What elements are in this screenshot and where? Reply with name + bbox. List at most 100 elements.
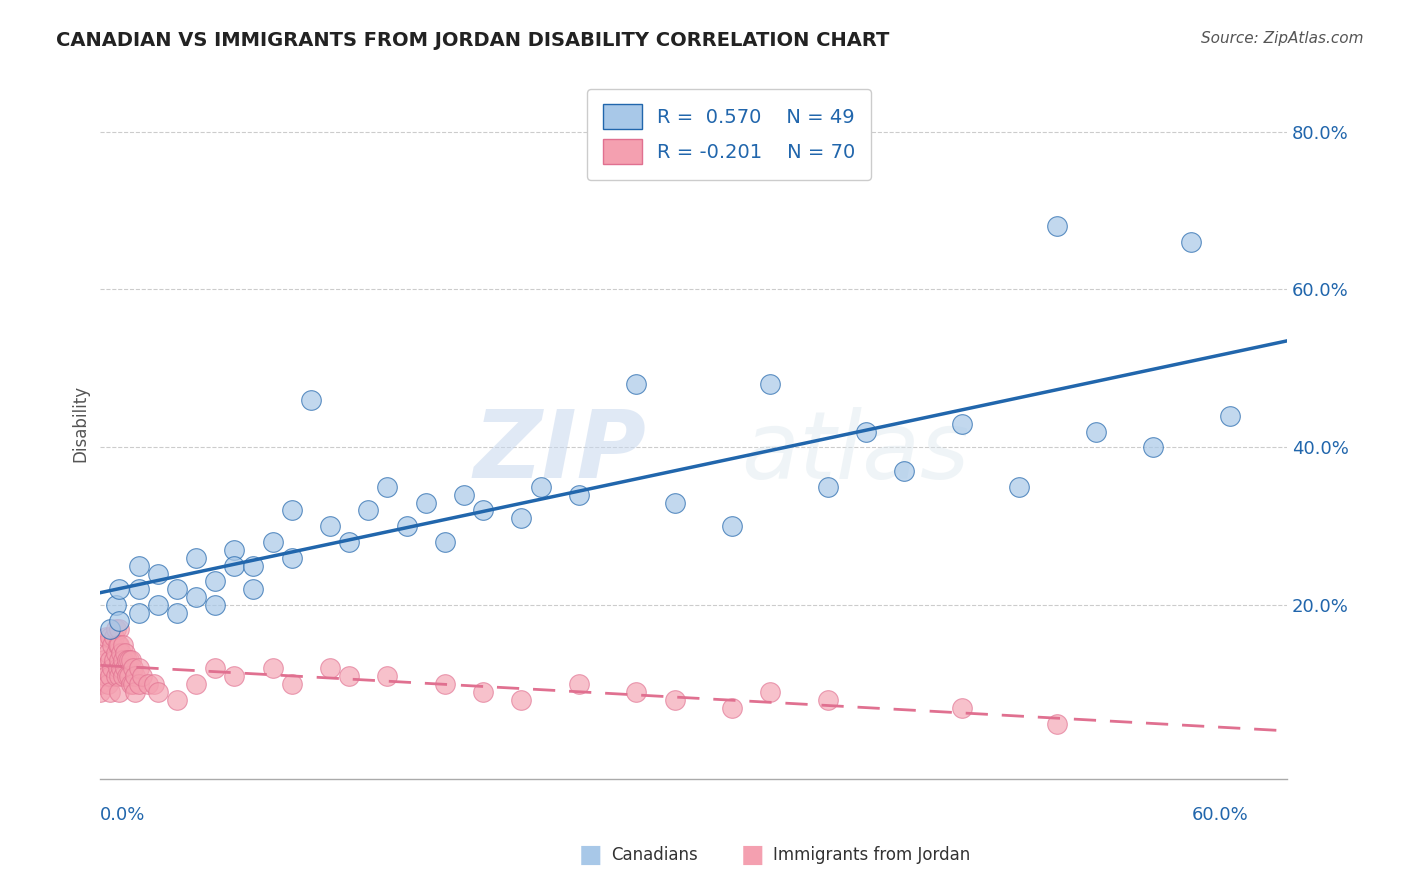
Point [893,464,915,478]
Point [128,582,150,597]
Point [114,661,136,675]
Point [89,685,111,699]
Point [112,653,135,667]
Point [108,653,131,667]
Point [319,519,342,533]
Point [166,693,188,707]
Point [104,669,127,683]
Point [93,638,115,652]
Point [817,480,839,494]
Point [337,669,360,683]
Point [415,495,437,509]
Point [433,535,456,549]
Point [184,550,207,565]
Point [184,677,207,691]
Point [855,425,877,439]
Point [115,669,138,683]
Point [568,677,591,691]
Point [124,685,146,699]
Point [224,669,246,683]
Point [242,582,264,597]
Point [128,558,150,573]
Point [94,669,117,683]
Point [721,519,744,533]
Text: atlas: atlas [741,407,969,498]
Point [108,669,131,683]
Point [94,630,117,644]
Point [1219,409,1241,423]
Point [166,606,188,620]
Point [281,550,304,565]
Point [128,661,150,675]
Point [128,677,150,691]
Text: ZIP: ZIP [474,406,647,498]
Point [472,685,495,699]
Legend: R =  0.570    N = 49, R = -0.201    N = 70: R = 0.570 N = 49, R = -0.201 N = 70 [588,89,872,179]
Point [118,653,141,667]
Point [136,677,159,691]
Point [166,582,188,597]
Point [817,693,839,707]
Point [1046,219,1069,234]
Point [1046,716,1069,731]
Point [110,661,132,675]
Point [107,661,129,675]
Point [108,685,131,699]
Point [146,598,169,612]
Text: ■: ■ [579,843,602,866]
Point [204,598,226,612]
Point [759,685,782,699]
Point [107,638,129,652]
Point [1008,480,1031,494]
Point [98,685,121,699]
Point [98,669,121,683]
Point [626,377,648,392]
Point [97,646,120,660]
Point [626,685,648,699]
Point [104,598,127,612]
Point [103,630,125,644]
Text: 0.0%: 0.0% [100,806,146,824]
Point [120,677,142,691]
Point [124,669,146,683]
Point [118,669,141,683]
Text: ■: ■ [741,843,763,866]
Point [281,503,304,517]
Point [337,535,360,549]
Point [112,638,135,652]
Point [108,622,131,636]
Point [759,377,782,392]
Point [510,693,533,707]
Point [112,669,135,683]
Point [120,653,142,667]
Point [131,669,153,683]
Text: 60.0%: 60.0% [1192,806,1249,824]
Point [950,700,973,714]
Point [184,591,207,605]
Point [204,661,226,675]
Point [262,661,284,675]
Point [114,646,136,660]
Point [224,542,246,557]
Point [281,677,304,691]
Point [89,677,111,691]
Point [377,669,399,683]
Point [721,700,744,714]
Point [98,653,121,667]
Point [110,646,132,660]
Point [98,630,121,644]
Point [510,511,533,525]
Point [104,622,127,636]
Point [101,638,124,652]
Point [108,638,131,652]
Point [377,480,399,494]
Point [204,574,226,589]
Y-axis label: Disability: Disability [72,385,89,462]
Point [146,685,169,699]
Point [242,558,264,573]
Point [319,661,342,675]
Text: Canadians: Canadians [612,846,699,863]
Point [108,582,131,597]
Point [93,653,115,667]
Point [103,653,125,667]
